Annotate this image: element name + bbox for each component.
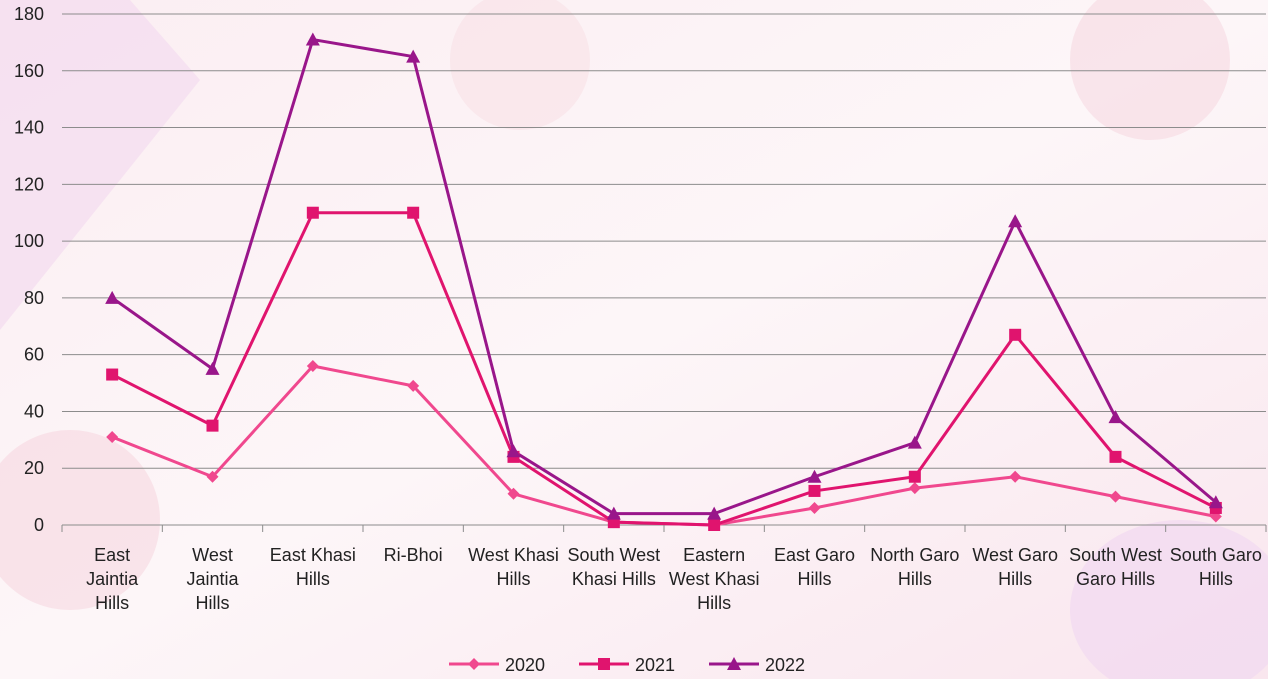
marker: [306, 206, 319, 219]
label-line: Hills: [95, 593, 129, 613]
marker: [506, 444, 521, 458]
x-tick-label: South West Khasi Hills: [567, 545, 660, 589]
label-line: Khasi Hills: [572, 569, 656, 589]
label-line: Eastern: [683, 545, 745, 565]
marker: [206, 419, 219, 432]
marker: [727, 657, 741, 670]
marker: [406, 49, 421, 63]
decor: [0, 0, 200, 330]
label-line: West Garo: [972, 545, 1058, 565]
marker: [1109, 450, 1122, 463]
label-line: West Khasi: [669, 569, 760, 589]
y-tick-label: 180: [14, 4, 44, 24]
label-line: Hills: [998, 569, 1032, 589]
x-tick-label: East Jaintia Hills: [86, 545, 139, 613]
legend-label: 2020: [505, 655, 545, 675]
marker: [407, 379, 420, 392]
marker: [205, 361, 220, 375]
marker: [106, 430, 119, 443]
marker: [407, 206, 420, 219]
label-line: Hills: [497, 569, 531, 589]
marker: [305, 32, 320, 46]
y-tick-label: 140: [14, 118, 44, 138]
label-line: Hills: [1199, 569, 1233, 589]
y-tick-label: 100: [14, 231, 44, 251]
x-tick-label: West Jaintia Hills: [186, 545, 239, 613]
legend-label: 2022: [765, 655, 805, 675]
decor: [0, 430, 160, 610]
legend-label: 2021: [635, 655, 675, 675]
marker: [1109, 490, 1122, 503]
y-tick-label: 20: [24, 458, 44, 478]
label-line: East Khasi: [270, 545, 356, 565]
marker: [106, 368, 119, 381]
series-line: [111, 38, 1217, 516]
label-line: West Khasi: [468, 545, 559, 565]
marker: [606, 506, 621, 520]
marker: [206, 470, 219, 483]
label-line: South Garo: [1170, 545, 1262, 565]
label-line: Hills: [196, 593, 230, 613]
y-tick-label: 0: [34, 515, 44, 535]
x-tick-label: Eastern West Khasi Hills: [669, 545, 760, 613]
decor: [1070, 520, 1268, 679]
marker: [306, 360, 319, 373]
y-tick-label: 80: [24, 288, 44, 308]
label-line: South West: [1069, 545, 1162, 565]
label-line: South West: [567, 545, 660, 565]
marker: [707, 506, 722, 520]
label-line: Ri-Bhoi: [384, 545, 443, 565]
marker: [708, 519, 721, 531]
label-line: Hills: [898, 569, 932, 589]
marker: [598, 658, 610, 670]
x-tick-label: West Khasi Hills: [468, 545, 559, 589]
marker: [908, 482, 921, 495]
y-tick-label: 160: [14, 61, 44, 81]
marker: [507, 487, 520, 500]
x-tick-label: South Garo Hills: [1170, 545, 1262, 589]
decor: [1070, 0, 1230, 140]
marker: [808, 484, 821, 497]
decor: [450, 0, 590, 130]
marker: [1108, 410, 1123, 424]
marker: [1009, 328, 1022, 341]
label-line: Jaintia: [86, 569, 139, 589]
label-line: Hills: [798, 569, 832, 589]
label-line: Garo Hills: [1076, 569, 1155, 589]
label-line: North Garo: [870, 545, 959, 565]
label-line: East: [94, 545, 130, 565]
marker: [808, 501, 821, 514]
x-tick-label: East Garo Hills: [774, 545, 855, 589]
series-line: [111, 211, 1217, 527]
marker: [1208, 495, 1223, 509]
y-tick-label: 120: [14, 174, 44, 194]
marker: [468, 658, 480, 670]
y-tick-label: 40: [24, 401, 44, 421]
label-line: East Garo: [774, 545, 855, 565]
marker: [907, 435, 922, 449]
x-tick-label: West Garo Hills: [972, 545, 1058, 589]
label-line: Jaintia: [186, 569, 239, 589]
x-tick-label: Ri-Bhoi: [384, 545, 443, 565]
label-line: Hills: [296, 569, 330, 589]
marker: [1008, 214, 1023, 228]
marker: [908, 470, 921, 483]
marker: [105, 290, 120, 304]
y-tick-label: 60: [24, 345, 44, 365]
label-line: Hills: [697, 593, 731, 613]
marker: [1009, 470, 1022, 483]
x-tick-label: North Garo Hills: [870, 545, 959, 589]
label-line: West: [192, 545, 233, 565]
legend: 2020 2021 2022: [449, 655, 805, 675]
marker: [807, 469, 822, 483]
x-tick-label: South West Garo Hills: [1069, 545, 1162, 589]
x-tick-label: East Khasi Hills: [270, 545, 356, 589]
